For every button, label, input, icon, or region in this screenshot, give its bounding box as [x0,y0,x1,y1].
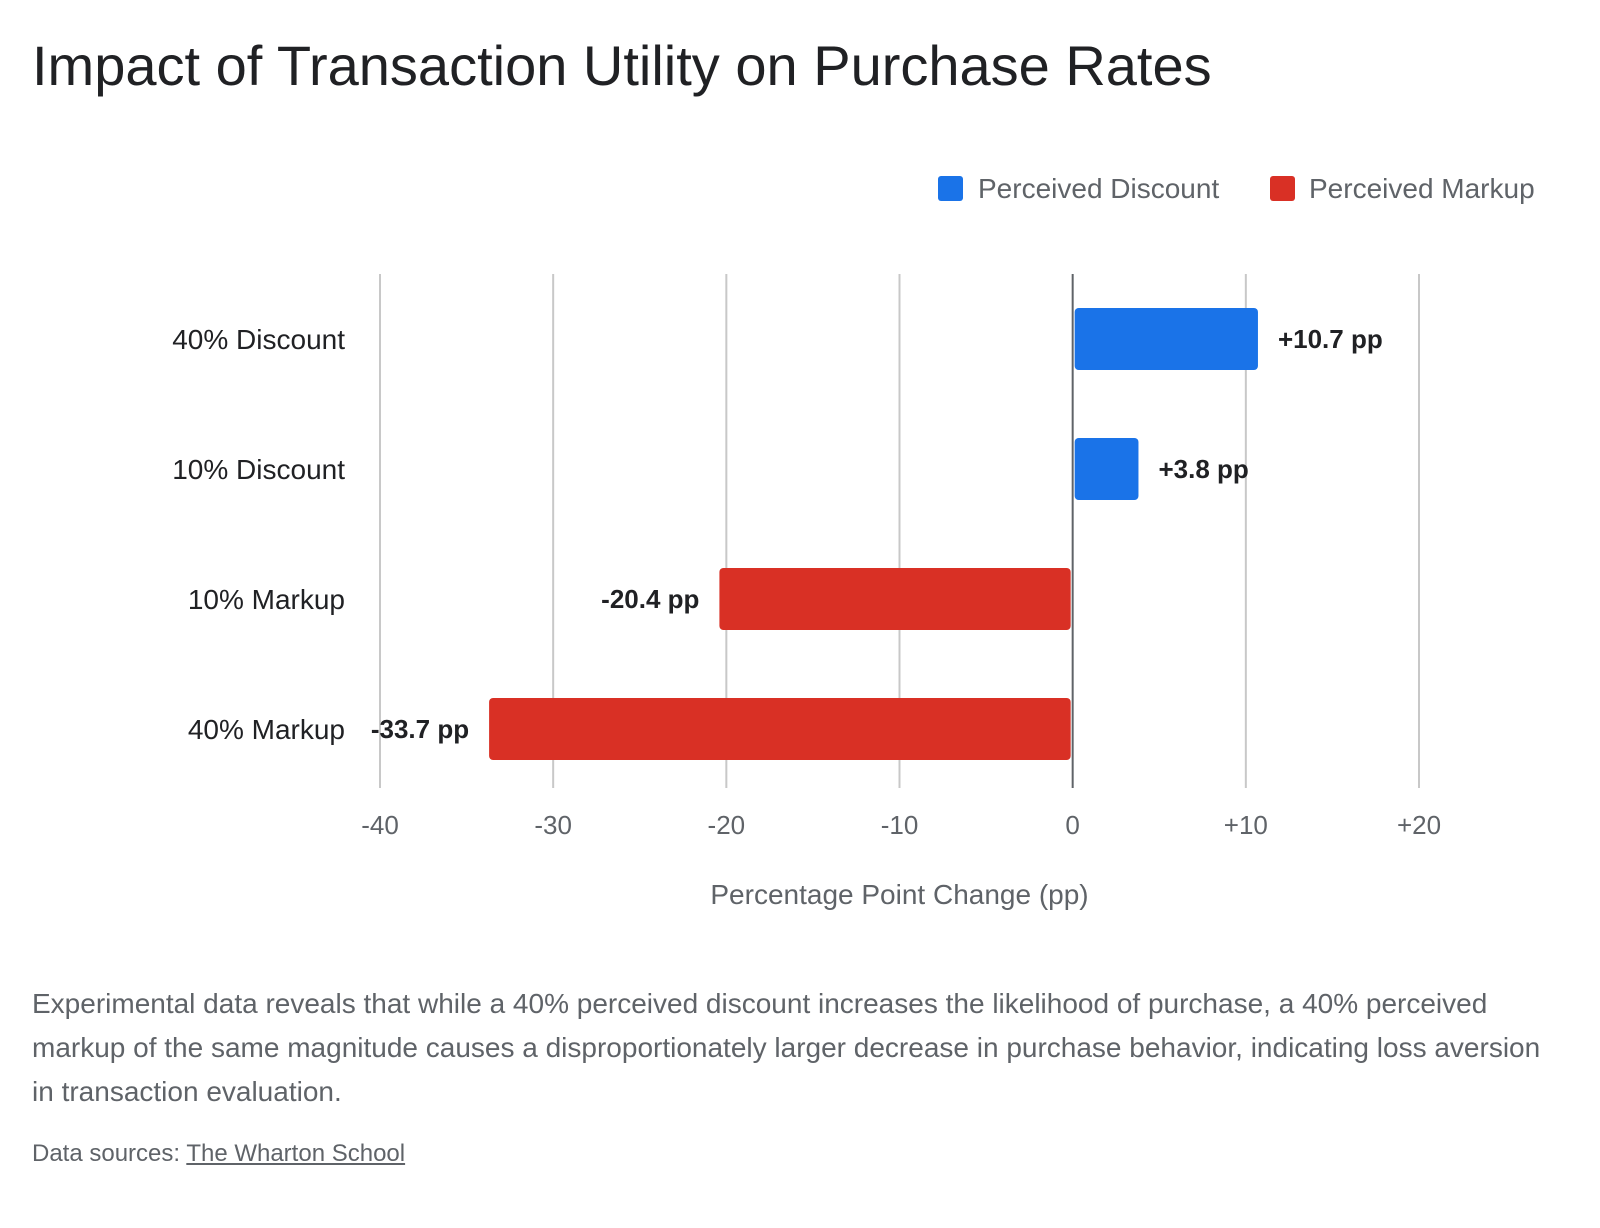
sources-prefix: Data sources: [32,1140,187,1167]
x-tick-label: -30 [534,810,572,840]
bar [489,698,1071,760]
category-labels: 40% Discount 10% Discount 10% Markup 40% Ma… [172,324,345,745]
data-label: -20.4 pp [601,584,699,614]
chart-caption: Experimental data reveals that while a 4… [32,988,1541,1107]
legend-label: Perceived Markup [1309,173,1535,204]
tick-labels: -40 -30 -20 -10 0 +10 +20 [361,810,1441,840]
legend: Perceived Discount Perceived Markup [938,173,1535,204]
x-axis-title: Percentage Point Change (pp) [710,879,1088,910]
legend-swatch [938,176,963,201]
x-tick-label: +10 [1224,810,1268,840]
chart-title: Impact of Transaction Utility on Purchas… [32,34,1212,97]
x-tick-label: -40 [361,810,399,840]
data-label: +10.7 pp [1278,324,1383,354]
bar [1074,438,1139,500]
x-tick-label: -20 [708,810,746,840]
category-label: 10% Markup [188,584,345,615]
data-label: +3.8 pp [1158,454,1248,484]
legend-swatch [1270,176,1295,201]
x-tick-label: -10 [881,810,919,840]
category-label: 40% Discount [172,324,345,355]
bar [719,568,1071,630]
bar [1074,308,1258,370]
data-labels: +10.7 pp +3.8 pp -20.4 pp -33.7 pp [371,324,1383,744]
data-label: -33.7 pp [371,714,469,744]
category-label: 40% Markup [188,714,345,745]
category-label: 10% Discount [172,454,345,485]
bars [489,308,1258,760]
gridlines [379,274,1420,788]
legend-label: Perceived Discount [978,173,1219,204]
source-link[interactable]: The Wharton School [186,1140,406,1167]
x-tick-label: +20 [1397,810,1441,840]
data-sources: Data sources: The Wharton School [32,1136,405,1172]
x-tick-label: 0 [1065,810,1079,840]
